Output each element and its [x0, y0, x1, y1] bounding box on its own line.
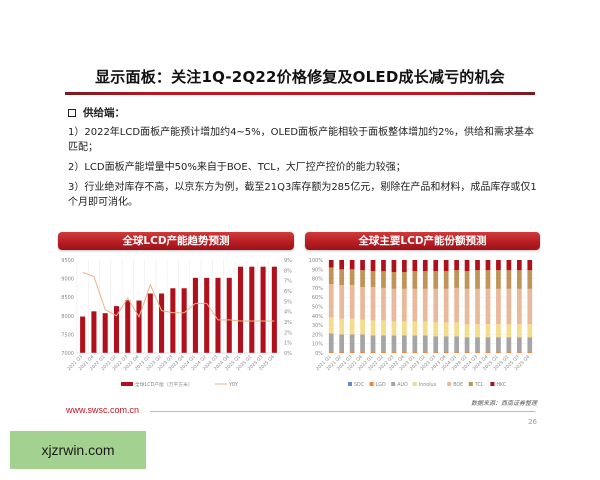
svg-text:8500: 8500 [61, 295, 74, 301]
capacity-bar [125, 300, 131, 353]
svg-text:8%: 8% [284, 268, 292, 274]
right-chart-title: 全球主要LCD产能份额预测 [305, 232, 540, 250]
capacity-bar [113, 306, 120, 353]
capacity-bar [147, 293, 153, 353]
lcd-capacity-trend-chart: 7000 7500 8000 8500 9000 9500 0% 1% 2% 3% 4% 5% 6% 7%… [61, 258, 292, 388]
lcd-capacity-share-chart: 0%10%20%30%40%50%60%70%80%90%100%2021 Q1… [309, 258, 535, 388]
left-chart-title: 全球LCD产能趋势预测 [58, 232, 294, 250]
svg-text:100%: 100% [309, 258, 324, 264]
capacity-bar [181, 288, 187, 353]
svg-text:7000: 7000 [61, 351, 74, 357]
svg-text:90%: 90% [312, 267, 323, 273]
paragraph-1: 1）2022年LCD面板产能预计增加约4~5%，OLED面板产能相较于面板整体增… [68, 127, 534, 153]
svg-text:70%: 70% [312, 286, 323, 292]
svg-text:80%: 80% [312, 277, 323, 283]
svg-text:3%: 3% [284, 320, 292, 326]
capacity-bar [271, 266, 277, 353]
capacity-bar [136, 300, 142, 353]
capacity-bar [159, 293, 165, 353]
svg-text:0%: 0% [284, 351, 292, 357]
capacity-bar [204, 277, 210, 353]
capacity-bar [80, 316, 86, 353]
svg-text:LGD: LGD [376, 382, 386, 388]
capacity-bar [260, 266, 266, 353]
svg-text:AUO: AUO [397, 382, 408, 388]
svg-text:20%: 20% [312, 332, 323, 338]
svg-text:7%: 7% [284, 279, 292, 285]
svg-text:7500: 7500 [61, 332, 74, 338]
section-heading: 供给端： [68, 105, 125, 120]
svg-text:10%: 10% [312, 342, 323, 348]
svg-text:TCL: TCL [474, 382, 484, 388]
svg-text:4%: 4% [284, 310, 292, 316]
svg-text:0%: 0% [315, 351, 323, 357]
title-divider [65, 92, 535, 95]
svg-text:2%: 2% [284, 330, 292, 336]
page-number: 26 [528, 418, 537, 426]
svg-text:HKC: HKC [496, 382, 506, 388]
watermark-badge: xjzrwin.com [10, 431, 146, 469]
paragraph-3: 3）行业绝对库存不高，以京东方为例，截至21Q3库存额为285亿元，剔除在产品和… [68, 182, 537, 208]
svg-text:Innolux: Innolux [419, 382, 437, 388]
data-source-note: 数据来源：西南证券整理 [470, 400, 537, 407]
svg-text:6%: 6% [284, 289, 292, 295]
svg-text:BOE: BOE [453, 382, 463, 388]
svg-text:9%: 9% [284, 258, 292, 264]
capacity-bar [102, 313, 108, 353]
capacity-bar [237, 266, 244, 353]
svg-text:9000: 9000 [61, 277, 74, 283]
svg-text:40%: 40% [312, 314, 323, 320]
footer-divider [150, 411, 535, 412]
svg-text:8000: 8000 [61, 314, 74, 320]
capacity-bar [249, 266, 255, 353]
svg-text:全球LCD产能（万平方米）: 全球LCD产能（万平方米） [135, 381, 193, 388]
footer-url[interactable]: www.swsc.com.cn [66, 405, 140, 415]
svg-text:9500: 9500 [61, 258, 74, 264]
capacity-bar [170, 288, 176, 353]
paragraph-2: 2）LCD面板产能增量中50%来自于BOE、TCL，大厂控产控价的能力较强； [68, 162, 406, 173]
capacity-bar [91, 311, 97, 353]
capacity-bar [226, 277, 232, 353]
capacity-bar [215, 277, 221, 353]
checkbox-square-icon [68, 108, 76, 117]
svg-text:60%: 60% [312, 295, 323, 301]
svg-text:SDC: SDC [354, 382, 365, 388]
section-label: 供给端： [83, 107, 125, 119]
svg-text:1%: 1% [284, 341, 292, 347]
svg-text:30%: 30% [312, 323, 323, 329]
capacity-bar [192, 277, 198, 353]
svg-text:YOY: YOY [228, 382, 238, 388]
svg-text:5%: 5% [284, 299, 292, 305]
svg-text:50%: 50% [312, 305, 323, 311]
page-title: 显示面板：关注1Q-2Q22价格修复及OLED成长减亏的机会 [95, 68, 505, 86]
